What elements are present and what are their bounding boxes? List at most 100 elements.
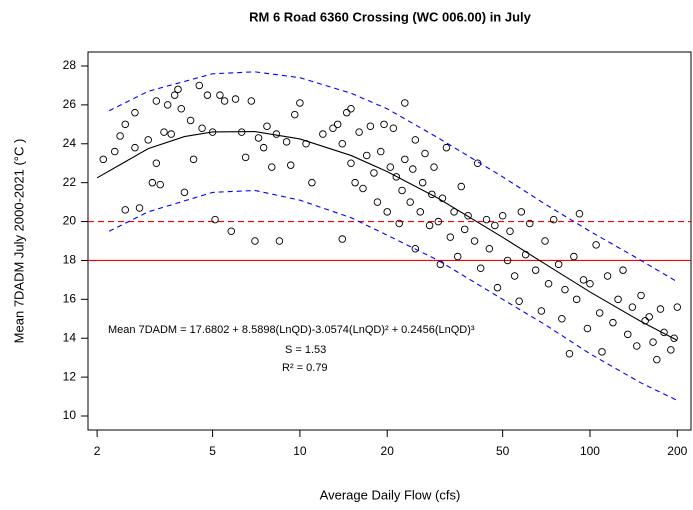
point — [135, 204, 144, 212]
point — [338, 235, 347, 243]
point — [254, 134, 263, 142]
point — [189, 155, 198, 164]
y-tick-label: 14 — [63, 330, 77, 344]
point — [583, 324, 592, 333]
point — [359, 184, 367, 193]
point — [624, 330, 632, 339]
point — [121, 206, 130, 214]
point — [216, 91, 224, 99]
point — [203, 91, 212, 99]
point — [275, 237, 284, 245]
point — [121, 120, 130, 129]
point — [170, 91, 179, 99]
point — [425, 221, 434, 230]
point — [598, 348, 606, 356]
y-tick-label: 12 — [63, 369, 77, 383]
point — [503, 256, 512, 265]
point — [398, 186, 406, 195]
point — [515, 297, 523, 306]
y-tick-label: 26 — [63, 97, 77, 111]
point — [572, 295, 581, 304]
point — [498, 211, 507, 220]
point — [549, 215, 558, 224]
point — [338, 140, 347, 148]
stat-r2: R² = 0.79 — [282, 362, 328, 374]
point — [406, 198, 414, 206]
point — [241, 153, 250, 162]
point — [428, 190, 436, 199]
point — [579, 276, 588, 284]
point — [649, 338, 657, 346]
point — [544, 280, 553, 288]
point — [558, 315, 566, 323]
point — [586, 280, 594, 288]
point — [656, 305, 665, 313]
y-axis-label: Mean 7DADM July 2000-2021 (°C ) — [11, 139, 26, 344]
point — [373, 198, 382, 206]
point — [395, 219, 403, 228]
point — [392, 173, 401, 181]
stat-s: S = 1.53 — [285, 344, 326, 356]
point — [380, 120, 388, 129]
point — [525, 219, 534, 228]
point — [251, 237, 259, 245]
point — [386, 163, 395, 171]
point — [296, 99, 304, 107]
point — [263, 122, 271, 131]
point — [411, 136, 420, 144]
point — [198, 124, 206, 132]
point — [442, 143, 451, 152]
point — [565, 350, 574, 358]
x-tick-label: 5 — [209, 444, 216, 458]
point — [167, 130, 175, 138]
point — [177, 105, 186, 113]
point — [570, 252, 578, 261]
point — [446, 233, 455, 241]
point — [152, 159, 161, 167]
point — [660, 328, 668, 337]
fit-curve — [96, 130, 678, 341]
y-tick-label: 10 — [63, 408, 77, 422]
point — [633, 342, 641, 350]
point — [409, 165, 417, 173]
point — [370, 169, 378, 177]
y-tick-label: 16 — [63, 292, 77, 306]
point — [609, 318, 617, 327]
point — [485, 245, 494, 253]
point — [152, 97, 161, 105]
prediction-band — [108, 189, 678, 401]
point — [457, 182, 466, 191]
point — [211, 215, 219, 224]
point — [421, 149, 429, 158]
point — [541, 237, 549, 245]
point — [418, 178, 427, 187]
point — [401, 99, 409, 107]
x-tick-label: 10 — [293, 444, 307, 458]
point — [592, 241, 600, 249]
point — [355, 128, 363, 136]
point — [575, 210, 584, 218]
point — [116, 132, 124, 140]
x-tick-label: 100 — [580, 444, 600, 458]
point — [99, 155, 108, 164]
point — [362, 151, 371, 160]
x-tick-label: 50 — [496, 444, 510, 458]
point — [366, 122, 375, 131]
x-tick-label: 200 — [667, 444, 687, 458]
point — [282, 138, 291, 146]
point — [220, 97, 229, 105]
point — [637, 291, 645, 300]
point — [186, 116, 195, 125]
point — [537, 307, 546, 315]
point — [510, 272, 519, 280]
point — [247, 97, 256, 105]
point — [259, 143, 268, 152]
point — [347, 159, 355, 167]
point — [377, 147, 385, 156]
prediction-band — [108, 71, 678, 283]
plot-frame — [87, 51, 692, 431]
y-tick-label: 20 — [63, 214, 77, 228]
point — [554, 260, 563, 269]
point — [156, 180, 164, 189]
